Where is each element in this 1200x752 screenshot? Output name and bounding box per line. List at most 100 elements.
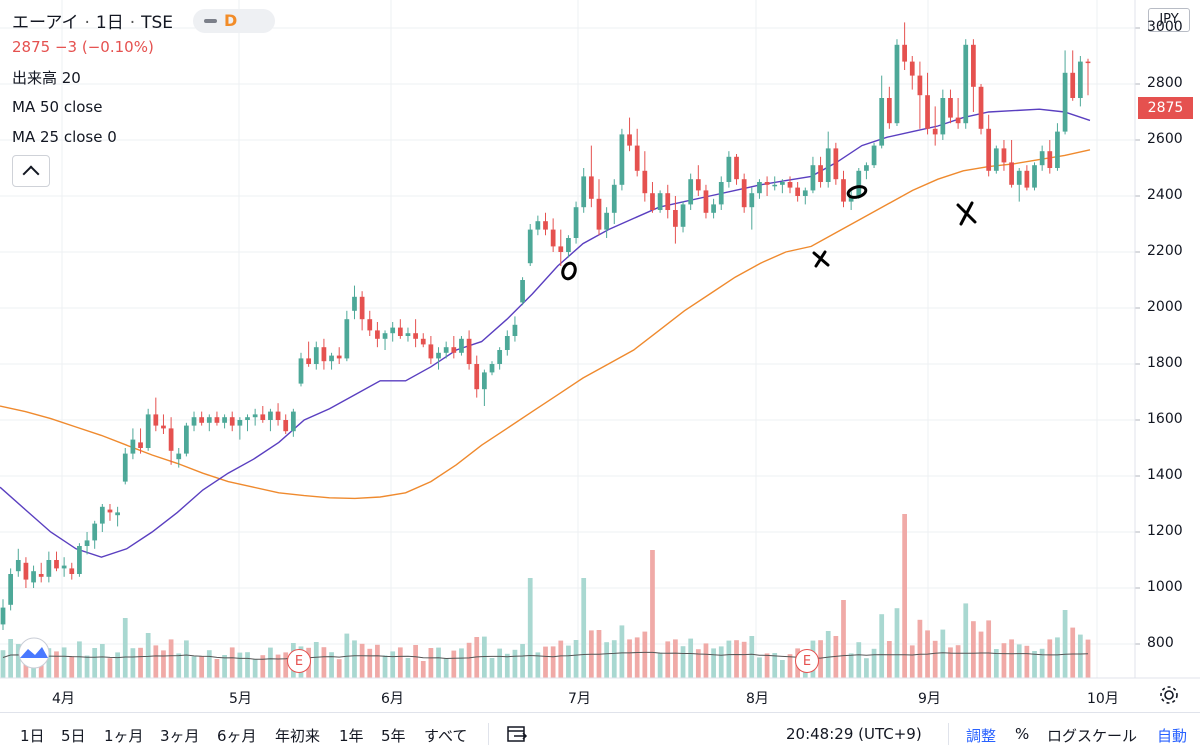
volume-bar — [443, 658, 449, 678]
volume-bar — [703, 643, 709, 678]
change-value: −3 — [54, 38, 78, 56]
adjust-toggle[interactable]: 調整 — [966, 727, 997, 745]
volume-bar — [718, 646, 724, 678]
y-tick-label: 1800 — [1147, 355, 1183, 371]
range-3m[interactable]: 3ヶ月 — [160, 727, 200, 745]
collapse-legend-button[interactable] — [12, 155, 50, 187]
volume-bar — [948, 647, 953, 678]
range-1d[interactable]: 1日 — [20, 727, 45, 745]
candle-body — [15, 560, 21, 572]
toolbar-divider — [488, 723, 489, 745]
candle-body — [772, 184, 778, 187]
legend-title[interactable]: エーアイ · 1日 · TSE — [12, 13, 174, 33]
range-5y[interactable]: 5年 — [381, 727, 406, 745]
annotation-cross-2 — [956, 201, 977, 226]
currency-label[interactable]: JPY — [1148, 8, 1190, 32]
candle-body — [1062, 72, 1068, 132]
price-change: 2875 −3 (−0.10%) — [12, 38, 154, 56]
volume-bar — [1085, 639, 1091, 678]
candle-body — [680, 204, 686, 227]
candle-body — [512, 324, 518, 336]
volume-bar — [482, 636, 487, 678]
volume-bar — [46, 648, 52, 678]
candle-body — [543, 221, 548, 230]
chart-canvas[interactable] — [0, 0, 1200, 712]
candle-body — [1001, 148, 1007, 163]
candle-body — [466, 338, 472, 364]
toolbar-divider — [948, 723, 949, 745]
volume-bar — [1047, 639, 1053, 678]
volume-bar — [1016, 644, 1022, 678]
candle-body — [856, 170, 862, 196]
volume-bar — [153, 645, 159, 678]
auto-scale-toggle[interactable]: 自動 — [1157, 727, 1188, 745]
candle-body — [107, 509, 113, 513]
range-1m[interactable]: 1ヶ月 — [104, 727, 144, 745]
volume-bar — [420, 661, 426, 678]
volume-bar — [1062, 610, 1068, 678]
volume-bar — [336, 659, 342, 678]
volume-bar — [474, 637, 480, 678]
calendar-goto-icon[interactable] — [506, 724, 528, 744]
candle-body — [329, 355, 334, 362]
volume-bar — [176, 653, 182, 678]
candle-body — [237, 420, 243, 426]
candle-body — [802, 190, 808, 196]
percent-toggle[interactable]: % — [1015, 725, 1030, 743]
candle-body — [718, 182, 724, 205]
candle-body — [1070, 72, 1076, 98]
earnings-event-badge[interactable]: E — [287, 649, 311, 673]
candle-body — [397, 327, 403, 336]
volume-bar — [390, 651, 396, 678]
legend-ma50[interactable]: MA 50 close — [12, 98, 103, 116]
volume-bar — [741, 641, 747, 678]
candle-body — [611, 184, 617, 213]
market-status-pill[interactable]: D — [193, 9, 275, 33]
volume-bar — [917, 619, 923, 678]
range-1y[interactable]: 1年 — [339, 727, 364, 745]
range-6m[interactable]: 6ヶ月 — [217, 727, 257, 745]
legend-ma25[interactable]: MA 25 close 0 — [12, 128, 117, 146]
volume-bar — [145, 633, 151, 678]
y-tick-label: 2400 — [1147, 187, 1183, 203]
candle-body — [245, 417, 250, 420]
range-all[interactable]: すべて — [424, 727, 468, 745]
range-5d[interactable]: 5日 — [61, 727, 86, 745]
volume-bar — [321, 647, 327, 678]
volume-bar — [695, 649, 701, 678]
volume-bar — [772, 653, 778, 678]
tradingview-logo-icon[interactable] — [8, 636, 60, 670]
volume-bar — [657, 652, 663, 678]
earnings-event-badge[interactable]: E — [795, 649, 819, 673]
candle-body — [642, 170, 648, 194]
candle-body — [627, 134, 632, 146]
candle-body — [726, 156, 732, 182]
volume-bar — [359, 643, 365, 678]
volume-bar — [642, 631, 648, 678]
legend-volume[interactable]: 出来高 20 — [12, 69, 81, 87]
range-ytd[interactable]: 年初来 — [275, 727, 321, 745]
last-price-tag: 2875 — [1138, 97, 1193, 119]
volume-bar — [619, 625, 625, 678]
volume-bar — [955, 645, 961, 678]
volume-bar — [971, 621, 976, 678]
candle-body — [283, 420, 289, 432]
candle-body — [757, 182, 762, 194]
volume-bar — [497, 648, 503, 678]
y-tick-label: 1000 — [1147, 579, 1183, 595]
candle-body — [749, 193, 755, 208]
candle-body — [566, 238, 571, 252]
log-scale-toggle[interactable]: ログスケール — [1047, 727, 1138, 745]
candle-body — [1085, 61, 1091, 64]
candle-body — [46, 560, 52, 577]
candle-body — [306, 358, 312, 364]
gear-icon[interactable] — [1158, 684, 1180, 706]
candle-body — [795, 187, 801, 196]
candle-body — [833, 148, 839, 180]
candle-body — [115, 512, 120, 516]
clock-time[interactable]: 20:48:29 (UTC+9) — [786, 725, 922, 743]
volume-bar — [99, 644, 105, 678]
candle-body — [1024, 170, 1030, 188]
volume-bar — [436, 647, 441, 678]
volume-bar — [764, 653, 770, 678]
